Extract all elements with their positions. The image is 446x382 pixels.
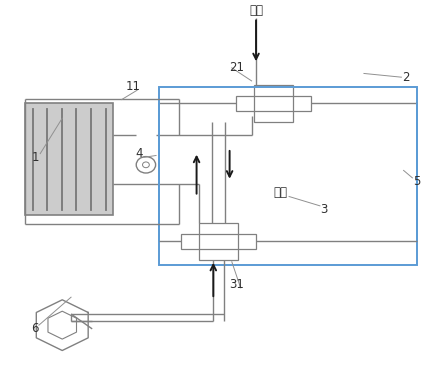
Text: 4: 4 <box>136 147 143 160</box>
Text: 6: 6 <box>31 322 38 335</box>
Text: 31: 31 <box>229 278 244 291</box>
Bar <box>199 223 239 260</box>
Bar <box>254 85 293 122</box>
Text: 3: 3 <box>321 203 328 216</box>
Text: 2: 2 <box>402 71 409 84</box>
Text: 21: 21 <box>229 62 244 74</box>
Text: 11: 11 <box>125 80 140 93</box>
Bar <box>236 96 311 111</box>
Text: 1: 1 <box>32 151 40 164</box>
Bar <box>181 234 256 249</box>
Bar <box>159 86 417 265</box>
Text: 冷风: 冷风 <box>249 3 263 16</box>
Text: 5: 5 <box>413 175 421 188</box>
Bar <box>25 103 113 215</box>
Text: 热风: 热风 <box>274 186 288 199</box>
